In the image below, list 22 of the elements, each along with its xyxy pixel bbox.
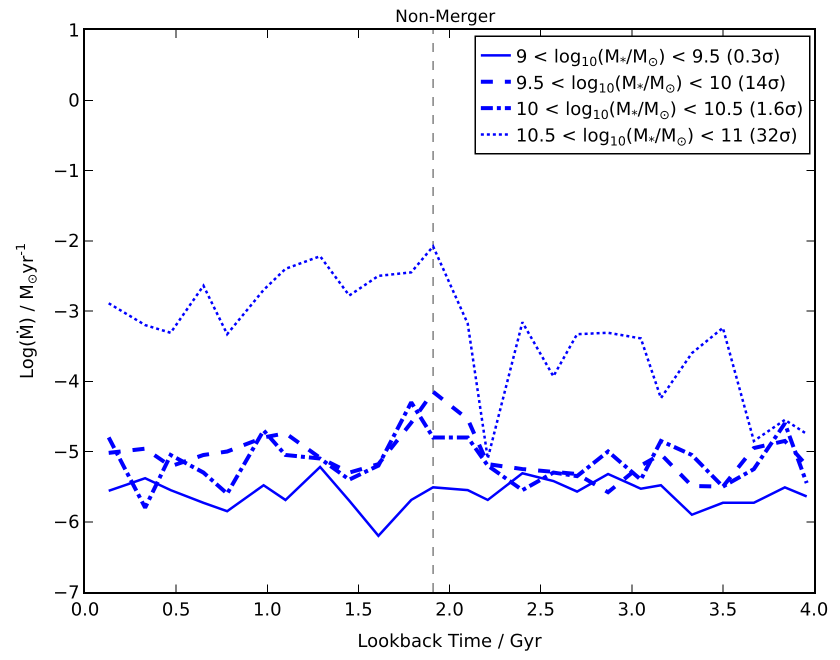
y-tick-label: −4 [53,372,80,393]
x-tick-label: 0.5 [162,599,190,620]
y-tick-label: −6 [53,512,80,534]
y-tick-label: −5 [53,442,80,463]
legend-label: 10.5 < log$_{10}$(M$_{*}$/M$_{⊙}$) < 11 (32σ) [516,126,798,148]
legend-label: 9.5 < log$_{10}$(M$_{*}$/M$_{⊙}$) < 10 (14σ) [516,72,786,96]
x-axis-title: Lookback Time / Gyr [357,630,542,652]
legend-label: 10 < log$_{10}$(M$_{*}$/M$_{⊙}$) < 10.5 (1.6σ) [516,99,804,122]
y-tick-label: −2 [53,231,80,252]
x-tick-label: 4.0 [800,599,828,620]
legend-label: 9 < log$_{10}$(M$_{*}$/M$_{⊙}$) < 9.5 (0.3σ) [516,46,780,70]
y-tick-label: −1 [53,160,80,182]
x-tick-label: 2.0 [435,599,464,620]
x-tick-label: 3.0 [617,599,646,620]
x-tick-label: 2.5 [526,599,555,620]
x-tick-label: 3.5 [708,599,738,620]
y-tick-label: −3 [53,301,80,322]
y-tick-label: 1 [68,20,80,42]
x-tick-label: 1.0 [252,599,282,620]
x-tick-label: 1.5 [344,599,373,620]
chart-title: Non-Merger [395,6,496,27]
y-tick-label: 0 [68,90,80,112]
